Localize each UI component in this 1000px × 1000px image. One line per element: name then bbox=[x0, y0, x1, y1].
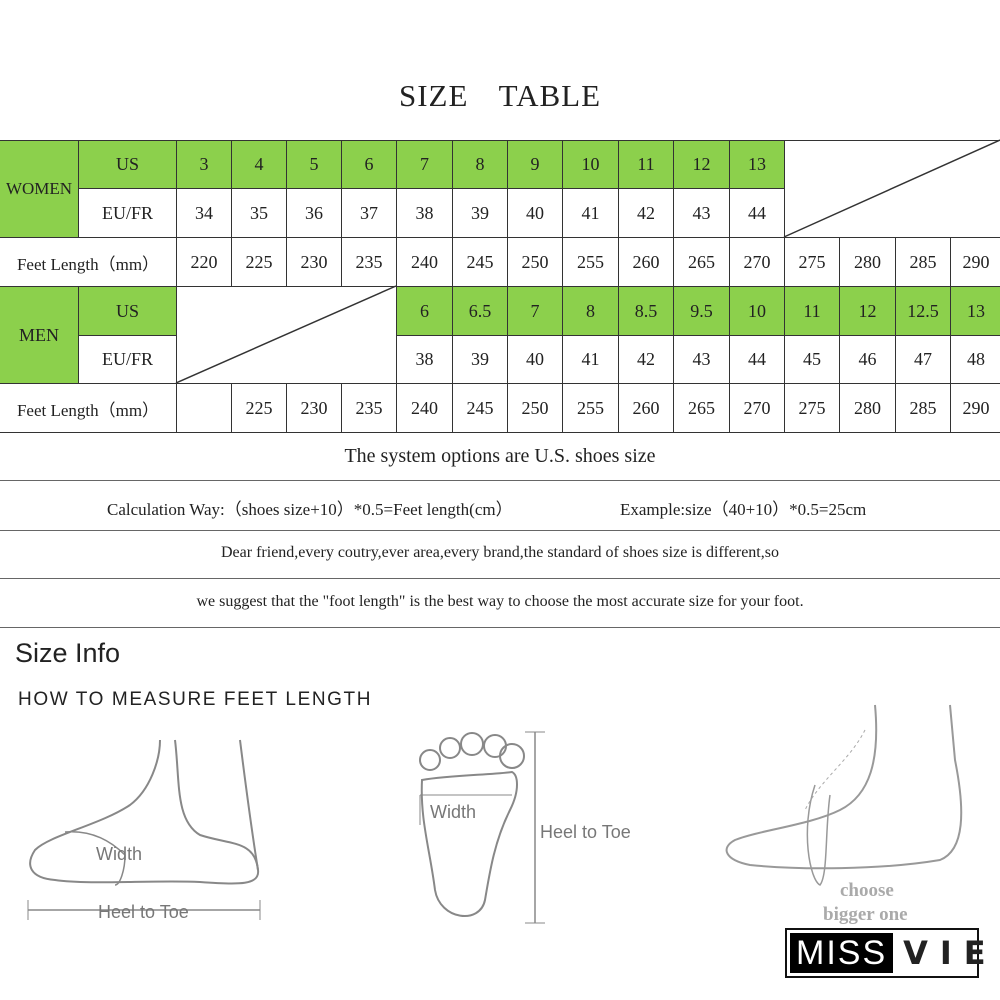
women-feet-cell: 290 bbox=[950, 237, 1000, 287]
bigger-one-label: bigger one bbox=[823, 904, 908, 925]
men-us-cell: 6.5 bbox=[452, 286, 508, 336]
calculation-note: Calculation Way:（shoes size+10）*0.5=Feet… bbox=[107, 500, 513, 519]
men-eu-cell: 48 bbox=[950, 335, 1000, 384]
women-feet-cell: 275 bbox=[784, 237, 840, 287]
men-us-cell: 10 bbox=[729, 286, 785, 336]
men-eu-cell: 47 bbox=[895, 335, 951, 384]
men-feet-cell: 225 bbox=[231, 383, 287, 433]
men-us-cell: 13 bbox=[950, 286, 1000, 336]
divider bbox=[0, 627, 1000, 628]
system-note: The system options are U.S. shoes size bbox=[344, 445, 656, 467]
note-line-4: we suggest that the "foot length" is the… bbox=[196, 593, 804, 610]
women-feet-cell: 240 bbox=[396, 237, 453, 287]
divider bbox=[0, 480, 1000, 481]
men-us-cell: 8 bbox=[562, 286, 619, 336]
men-feet-cell: 235 bbox=[341, 383, 397, 433]
men-feet-cell: 250 bbox=[507, 383, 563, 433]
logo-part-1: MISS bbox=[790, 933, 894, 973]
men-us-cell: 9.5 bbox=[673, 286, 730, 336]
men-eu-cell: 40 bbox=[507, 335, 563, 384]
women-us-cell: 9 bbox=[507, 140, 563, 189]
size-info-heading: Size Info bbox=[15, 638, 121, 668]
women-label: WOMEN bbox=[0, 140, 79, 238]
divider bbox=[0, 578, 1000, 579]
row-label-eu: EU/FR bbox=[78, 188, 177, 238]
men-eu-cell: 41 bbox=[562, 335, 619, 384]
men-feet-cell: 230 bbox=[286, 383, 342, 433]
shoe-fit-illustration: choose bigger one bbox=[725, 704, 963, 925]
men-feet-cell: 290 bbox=[950, 383, 1000, 433]
women-feet-cell: 285 bbox=[895, 237, 951, 287]
men-eu-cell: 45 bbox=[784, 335, 840, 384]
men-label: MEN bbox=[0, 286, 79, 384]
sole-heel-label: Heel to Toe bbox=[540, 822, 631, 842]
women-feet-cell: 235 bbox=[341, 237, 397, 287]
choose-label: choose bbox=[840, 880, 894, 901]
table-diagonals bbox=[175, 139, 1000, 384]
women-feet-cell: 220 bbox=[176, 237, 232, 287]
women-feet-cell: 265 bbox=[673, 237, 730, 287]
women-eu-cell: 36 bbox=[286, 188, 342, 238]
men-feet-cell: 245 bbox=[452, 383, 508, 433]
women-us-cell: 13 bbox=[729, 140, 785, 189]
side-heel-label: Heel to Toe bbox=[98, 902, 189, 922]
sole-illustration: Width Heel to Toe bbox=[419, 731, 631, 924]
women-eu-cell: 34 bbox=[176, 188, 232, 238]
women-us-cell: 11 bbox=[618, 140, 674, 189]
women-us-cell: 4 bbox=[231, 140, 287, 189]
men-feet-cell: 275 bbox=[784, 383, 840, 433]
note-line-3: Dear friend,every coutry,ever area,every… bbox=[221, 544, 779, 561]
men-us-cell: 7 bbox=[507, 286, 563, 336]
women-feet-cell: 225 bbox=[231, 237, 287, 287]
men-us-cell: 8.5 bbox=[618, 286, 674, 336]
row-label-feet: Feet Length（mm） bbox=[0, 383, 177, 433]
women-feet-cell: 230 bbox=[286, 237, 342, 287]
men-feet-cell: 240 bbox=[396, 383, 453, 433]
divider bbox=[0, 530, 1000, 531]
men-feet-cell: 270 bbox=[729, 383, 785, 433]
women-us-cell: 10 bbox=[562, 140, 619, 189]
men-feet-cell: 280 bbox=[839, 383, 896, 433]
women-feet-cell: 250 bbox=[507, 237, 563, 287]
men-feet-cell: 255 bbox=[562, 383, 619, 433]
men-eu-cell: 44 bbox=[729, 335, 785, 384]
women-us-cell: 5 bbox=[286, 140, 342, 189]
women-eu-cell: 39 bbox=[452, 188, 508, 238]
brand-logo: MISS VIE bbox=[785, 928, 986, 978]
women-eu-cell: 35 bbox=[231, 188, 287, 238]
women-eu-cell: 44 bbox=[729, 188, 785, 238]
side-width-label: Width bbox=[96, 844, 142, 864]
men-us-cell: 12.5 bbox=[895, 286, 951, 336]
example-note: Example:size（40+10）*0.5=25cm bbox=[620, 500, 867, 519]
men-eu-cell: 39 bbox=[452, 335, 508, 384]
men-eu-cell: 42 bbox=[618, 335, 674, 384]
sole-width-label: Width bbox=[430, 802, 476, 822]
women-eu-cell: 41 bbox=[562, 188, 619, 238]
measure-heading: HOW TO MEASURE FEET LENGTH bbox=[18, 689, 373, 710]
page-title: SIZE TABLE bbox=[398, 78, 601, 113]
women-us-cell: 7 bbox=[396, 140, 453, 189]
men-feet-cell: 285 bbox=[895, 383, 951, 433]
men-us-cell: 6 bbox=[396, 286, 453, 336]
men-feet-cell: 260 bbox=[618, 383, 674, 433]
side-foot-illustration: Width Heel to Toe bbox=[27, 739, 261, 922]
logo-part-2: VIE bbox=[903, 934, 998, 972]
women-us-cell: 6 bbox=[341, 140, 397, 189]
men-feet-cell: 265 bbox=[673, 383, 730, 433]
row-label-eu: EU/FR bbox=[78, 335, 177, 384]
